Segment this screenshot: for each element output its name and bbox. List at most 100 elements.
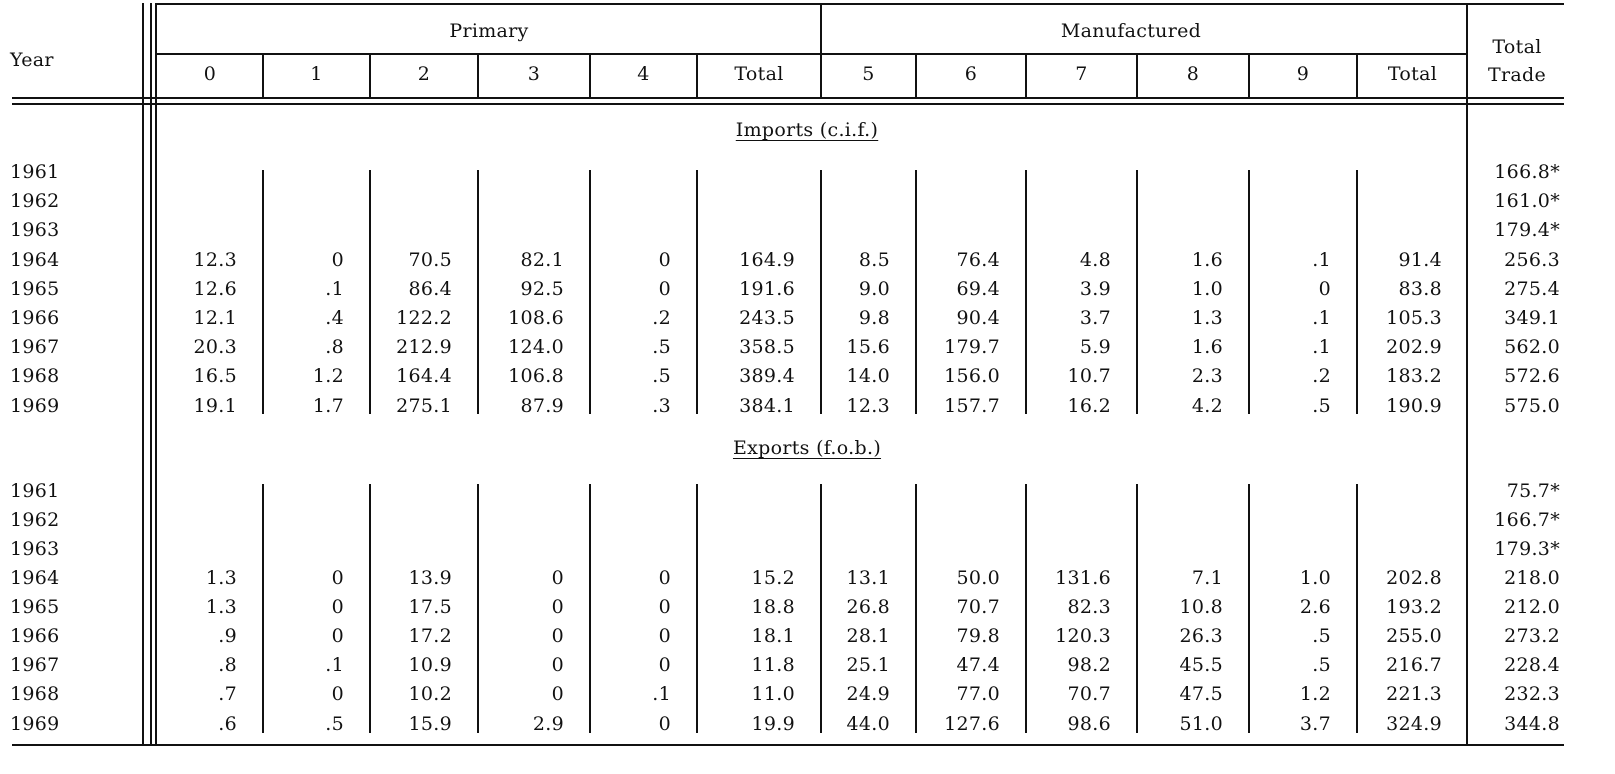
column-divider xyxy=(1025,484,1027,733)
table-cell: 91.4 xyxy=(1398,249,1442,271)
table-cell: 16.5 xyxy=(193,365,237,387)
table-cell: 16.2 xyxy=(1067,395,1111,417)
column-header-divider xyxy=(589,55,591,97)
table-cell: .1 xyxy=(325,278,344,300)
row-year: 1966 xyxy=(10,625,60,647)
table-cell: .1 xyxy=(1312,249,1331,271)
total-trade-cell: 179.4* xyxy=(1494,219,1560,241)
table-cell: 131.6 xyxy=(1055,567,1111,589)
row-year: 1963 xyxy=(10,538,60,560)
table-cell: 10.7 xyxy=(1067,365,1111,387)
table-cell: 3.7 xyxy=(1299,713,1331,735)
column-divider xyxy=(262,484,264,733)
column-divider xyxy=(915,170,917,414)
table-cell: 13.9 xyxy=(408,567,452,589)
header-rule-upper xyxy=(12,97,1564,99)
column-header-divider xyxy=(262,55,264,97)
total-trade-cell: 166.8* xyxy=(1494,161,1560,183)
table-cell: 11.0 xyxy=(751,683,795,705)
table-cell: .5 xyxy=(1312,625,1331,647)
column-divider xyxy=(589,484,591,733)
table-cell: 17.2 xyxy=(408,625,452,647)
table-cell: 202.8 xyxy=(1386,567,1442,589)
table-cell: 120.3 xyxy=(1055,625,1111,647)
table-cell: 191.6 xyxy=(739,278,795,300)
column-header: 4 xyxy=(637,63,650,85)
column-divider xyxy=(477,170,479,414)
table-cell: 0 xyxy=(551,625,564,647)
total-trade-cell: 166.7* xyxy=(1494,509,1560,531)
table-cell: .7 xyxy=(218,683,237,705)
row-year: 1965 xyxy=(10,596,60,618)
year-divider-mid xyxy=(150,3,152,746)
table-cell: 3.7 xyxy=(1079,307,1111,329)
table-cell: 19.9 xyxy=(751,713,795,735)
table-cell: 156.0 xyxy=(944,365,1000,387)
table-cell: 2.9 xyxy=(532,713,564,735)
column-header-divider xyxy=(1136,55,1138,97)
table-cell: 18.8 xyxy=(751,596,795,618)
table-cell: 122.2 xyxy=(396,307,452,329)
table-cell: 124.0 xyxy=(508,336,564,358)
table-cell: 13.1 xyxy=(846,567,890,589)
column-header: 9 xyxy=(1296,63,1310,85)
table-cell: 1.6 xyxy=(1191,336,1223,358)
table-cell: 0 xyxy=(658,654,671,676)
table-cell: 9.0 xyxy=(858,278,890,300)
column-header: Total xyxy=(1387,63,1438,85)
table-cell: 0 xyxy=(331,625,344,647)
table-cell: 45.5 xyxy=(1179,654,1223,676)
table-cell: 0 xyxy=(658,625,671,647)
table-cell: 12.3 xyxy=(193,249,237,271)
table-cell: .1 xyxy=(325,654,344,676)
section-title: Exports (f.o.b.) xyxy=(732,437,882,459)
column-divider xyxy=(1248,484,1250,733)
table-cell: 0 xyxy=(658,596,671,618)
table-cell: 183.2 xyxy=(1386,365,1442,387)
column-divider xyxy=(820,484,822,733)
table-cell: 20.3 xyxy=(193,336,237,358)
row-year: 1967 xyxy=(10,336,60,358)
column-header-divider xyxy=(369,55,371,97)
column-header: 6 xyxy=(964,63,978,85)
table-cell: 0 xyxy=(658,249,671,271)
column-divider xyxy=(915,484,917,733)
table-cell: 179.7 xyxy=(944,336,1000,358)
table-cell: 4.8 xyxy=(1079,249,1111,271)
table-cell: 70.7 xyxy=(956,596,1000,618)
total-trade-cell: 75.7* xyxy=(1506,480,1560,502)
column-divider xyxy=(1248,170,1250,414)
table-cell: 11.8 xyxy=(751,654,795,676)
table-cell: 1.2 xyxy=(312,365,344,387)
table-cell: .5 xyxy=(1312,395,1331,417)
table-cell: 358.5 xyxy=(739,336,795,358)
table-cell: 255.0 xyxy=(1386,625,1442,647)
column-header: 3 xyxy=(527,63,541,85)
table-cell: .3 xyxy=(652,395,671,417)
table-cell: 8.5 xyxy=(858,249,890,271)
manufactured-group-header: Manufactured xyxy=(1060,20,1202,42)
column-divider xyxy=(820,170,822,414)
table-cell: 50.0 xyxy=(956,567,1000,589)
table-cell: 5.9 xyxy=(1079,336,1111,358)
column-divider xyxy=(262,170,264,414)
row-year: 1968 xyxy=(10,683,60,705)
table-cell: 108.6 xyxy=(508,307,564,329)
column-header-divider xyxy=(477,55,479,97)
table-cell: 4.2 xyxy=(1191,395,1223,417)
table-cell: .5 xyxy=(652,336,671,358)
table-cell: .6 xyxy=(218,713,237,735)
table-cell: 127.6 xyxy=(944,713,1000,735)
table-cell: 1.2 xyxy=(1299,683,1331,705)
row-year: 1968 xyxy=(10,365,60,387)
table-cell: 15.2 xyxy=(751,567,795,589)
table-cell: 1.3 xyxy=(205,567,237,589)
column-divider xyxy=(1136,170,1138,414)
table-cell: 18.1 xyxy=(751,625,795,647)
table-cell: 1.7 xyxy=(312,395,344,417)
table-cell: 86.4 xyxy=(408,278,452,300)
row-year: 1969 xyxy=(10,713,60,735)
table-cell: 193.2 xyxy=(1386,596,1442,618)
table-cell: 0 xyxy=(658,713,671,735)
